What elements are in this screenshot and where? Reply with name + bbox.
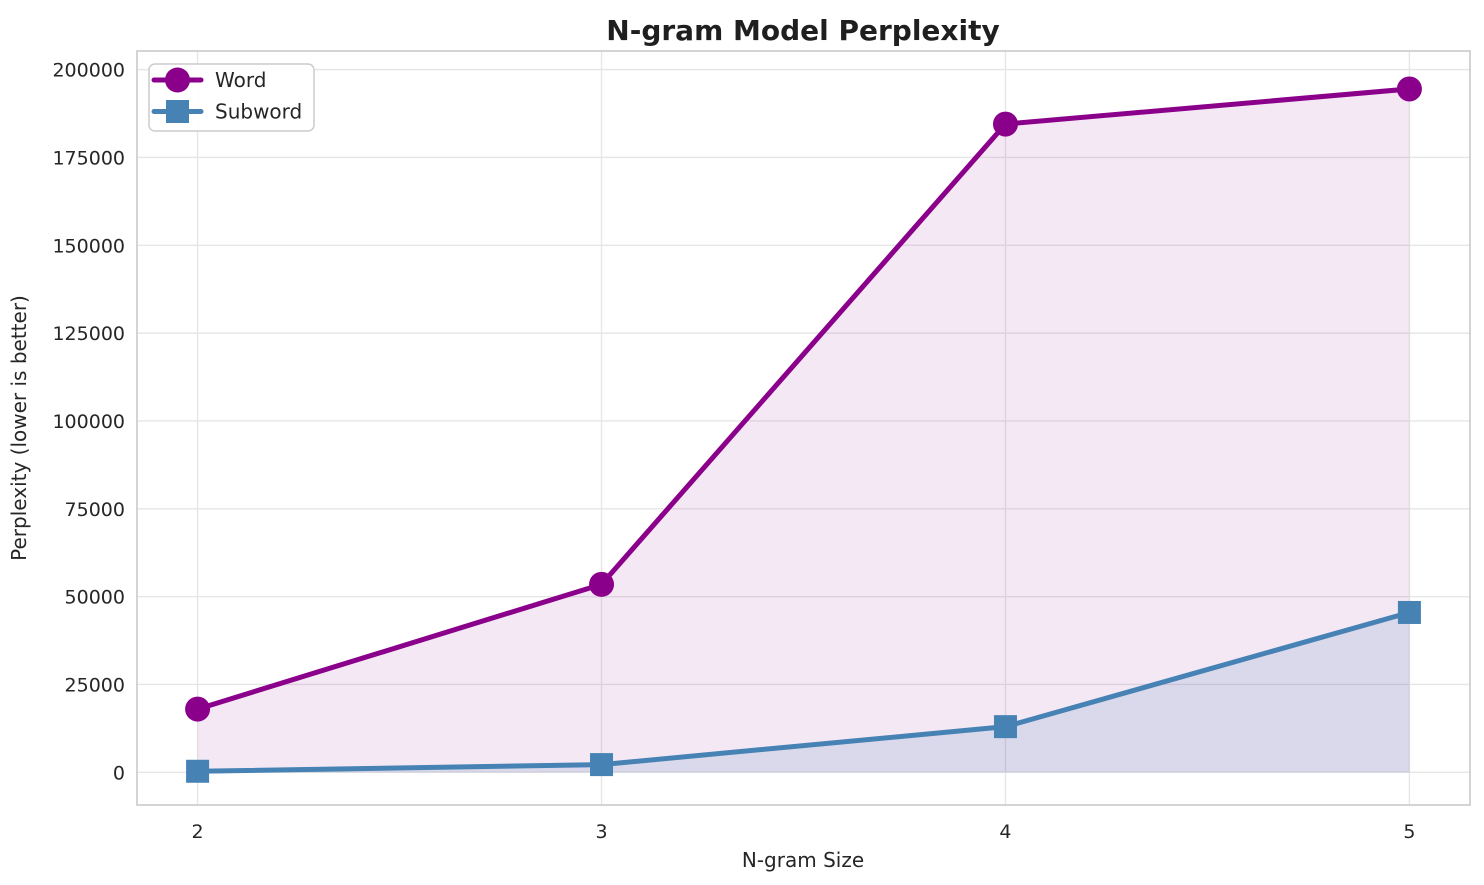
word-data-point	[1396, 76, 1422, 102]
y-tick-label: 200000	[52, 60, 125, 82]
gridlines	[137, 51, 1470, 805]
y-tick-label: 175000	[52, 147, 125, 169]
y-tick-label: 150000	[52, 235, 125, 257]
legend-label-subword: Subword	[215, 100, 302, 124]
subword-marker-icon	[166, 100, 189, 123]
subword-data-point	[186, 759, 210, 783]
x-tick-label: 5	[1403, 821, 1415, 843]
word-area-fill	[197, 88, 1410, 773]
series-lines	[195, 86, 1412, 774]
subword-line	[195, 609, 1412, 774]
subword-area-fill	[197, 612, 1410, 773]
plot-border	[136, 50, 1471, 806]
area-fills	[197, 88, 1410, 773]
legend-label-word: Word	[215, 68, 266, 92]
word-data-point	[185, 696, 211, 722]
series-markers	[185, 76, 1422, 783]
word-data-point	[992, 111, 1018, 137]
tick-labels: 0 25000 50000 75000 100000 125000 150000 175000…	[52, 60, 1415, 843]
y-tick-label: 50000	[65, 587, 125, 609]
subword-data-point	[993, 715, 1017, 739]
subword-data-point	[1397, 600, 1421, 624]
y-tick-label: 125000	[52, 323, 125, 345]
word-line	[195, 86, 1412, 712]
x-tick-label: 2	[192, 821, 204, 843]
x-axis-label: N-gram Size	[742, 848, 864, 872]
subword-data-point	[590, 753, 614, 777]
y-tick-label: 100000	[52, 411, 125, 433]
chart-title: N-gram Model Perplexity	[606, 14, 999, 47]
y-axis-label: Perplexity (lower is better)	[7, 295, 31, 561]
y-tick-label: 75000	[65, 499, 125, 521]
word-marker-icon	[165, 67, 190, 93]
x-tick-label: 4	[999, 821, 1011, 843]
word-data-point	[589, 571, 615, 597]
y-tick-label: 0	[113, 762, 125, 784]
y-tick-label: 25000	[65, 674, 125, 696]
x-tick-label: 3	[595, 821, 607, 843]
legend: Word Subword	[148, 63, 315, 132]
